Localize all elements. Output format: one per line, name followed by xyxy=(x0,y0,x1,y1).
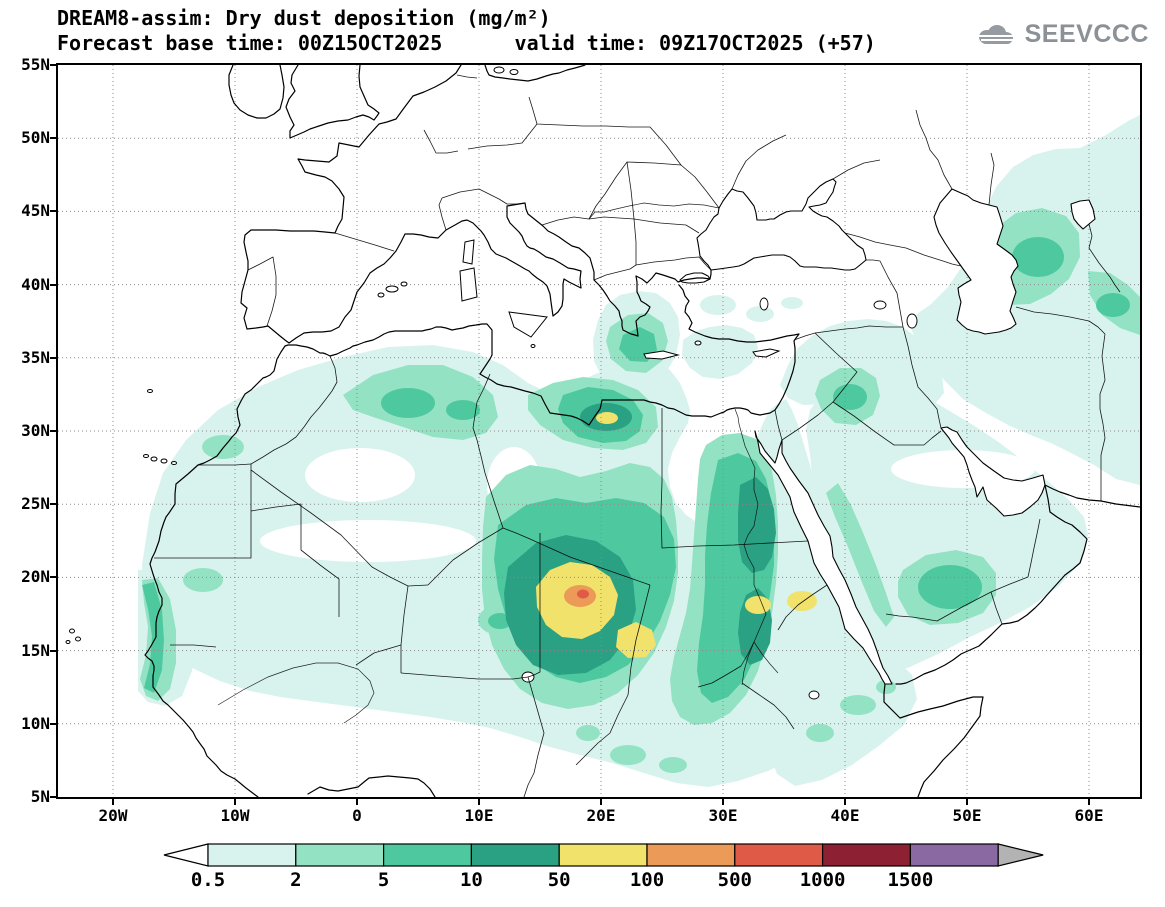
crete xyxy=(643,350,680,360)
plot-title: DREAM8-assim: Dry dust deposition (mg/m²… xyxy=(57,6,551,30)
country-borders xyxy=(154,74,1121,797)
x-tick-label: 10E xyxy=(464,806,494,825)
black-sea xyxy=(696,178,867,271)
niger-river xyxy=(217,662,375,724)
sardinia xyxy=(459,267,478,302)
x-tick xyxy=(356,799,358,805)
colorbar xyxy=(163,843,1044,871)
colorbar-tick-label: 0.5 xyxy=(190,869,226,891)
colorbar-tick-label: 10 xyxy=(459,869,483,891)
colorbar-tick-label: 1000 xyxy=(799,869,846,891)
y-tick-label: 15N xyxy=(21,640,50,660)
y-tick-label: 45N xyxy=(21,201,50,221)
lake-urmia xyxy=(906,313,918,329)
sicily xyxy=(508,311,548,338)
graticule xyxy=(58,65,1140,797)
logo-text: SEEVCCC xyxy=(1024,20,1149,48)
x-tick-label: 20W xyxy=(98,806,128,825)
x-tick xyxy=(478,799,480,805)
nile-river xyxy=(734,408,767,667)
danube-river xyxy=(588,202,720,220)
y-tick-label: 20N xyxy=(21,567,50,587)
x-tick xyxy=(234,799,236,805)
cloud-icon xyxy=(977,24,1015,44)
y-tick-label: 35N xyxy=(21,347,50,367)
x-tick xyxy=(844,799,846,805)
colorbar-tick-label: 2 xyxy=(290,869,302,891)
colorbar-labels: 0.5 2 5 10 50 100 500 1000 1500 xyxy=(0,869,1165,899)
lake-tana xyxy=(808,690,820,700)
x-tick xyxy=(966,799,968,805)
x-tick-label: 10W xyxy=(220,806,250,825)
colorbar-tick-label: 1500 xyxy=(887,869,934,891)
seevccc-logo: SEEVCCC xyxy=(972,20,1149,49)
x-tick xyxy=(600,799,602,805)
x-tick-label: 20E xyxy=(586,806,616,825)
persian-gulf xyxy=(940,426,1046,517)
islands xyxy=(65,66,781,644)
x-tick-label: 30E xyxy=(708,806,738,825)
y-tick-label: 55N xyxy=(21,55,50,74)
x-tick-label: 0 xyxy=(352,806,362,825)
corsica xyxy=(462,239,475,265)
water-bodies xyxy=(679,178,1096,685)
colorbar-tick-label: 50 xyxy=(547,869,571,891)
red-sea xyxy=(754,430,893,685)
y-tick-label: 5N xyxy=(30,787,50,806)
x-tick xyxy=(112,799,114,805)
plot-subtitle: Forecast base time: 00Z15OCT2025 valid t… xyxy=(57,31,876,55)
x-tick-label: 40E xyxy=(830,806,860,825)
colorbar-tick-label: 100 xyxy=(629,869,665,891)
y-tick-label: 30N xyxy=(21,421,50,440)
lake-van xyxy=(873,300,887,310)
x-tick-label: 50E xyxy=(952,806,982,825)
rivers xyxy=(217,202,779,724)
y-tick-label: 25N xyxy=(21,494,50,514)
colorbar-tick-label: 500 xyxy=(717,869,752,891)
cyprus xyxy=(752,348,781,358)
dust-shading-layer xyxy=(138,115,1140,787)
lake-tuz xyxy=(759,297,769,311)
y-tick-label: 10N xyxy=(21,713,50,733)
coastlines xyxy=(144,65,1140,797)
map-frame xyxy=(56,63,1142,799)
colorbar-svg xyxy=(163,843,1044,867)
y-tick-label: 50N xyxy=(21,128,50,148)
x-tick xyxy=(1088,799,1090,805)
x-tick-label: 60E xyxy=(1074,806,1104,825)
x-tick xyxy=(722,799,724,805)
map-plot xyxy=(58,65,1140,797)
y-tick-label: 40N xyxy=(21,274,50,294)
caspian-sea xyxy=(933,188,1019,335)
colorbar-tick-label: 5 xyxy=(377,869,390,891)
